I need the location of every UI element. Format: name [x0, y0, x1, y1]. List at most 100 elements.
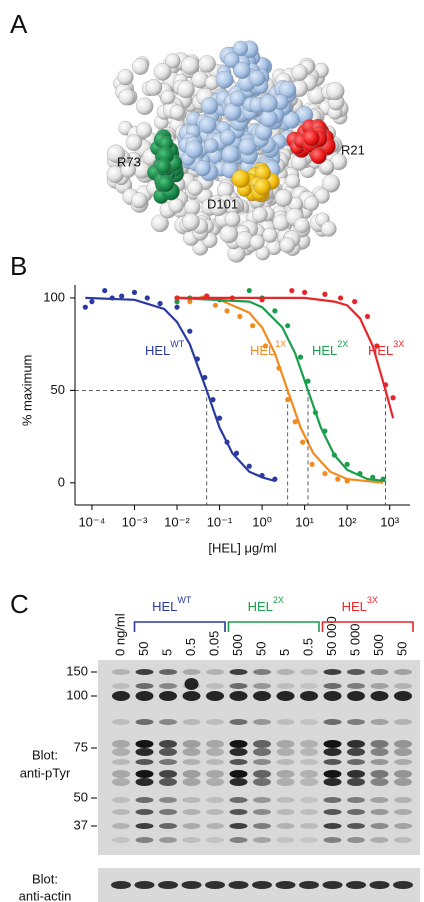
atom [182, 213, 200, 231]
blot-band [229, 809, 248, 815]
blot-band [300, 809, 318, 815]
blot-band [253, 809, 271, 815]
x-tick-label: 10³ [380, 514, 399, 529]
lane-label: 500 [230, 634, 245, 656]
data-point [309, 461, 315, 467]
atom [310, 147, 327, 165]
atom [274, 189, 293, 207]
residue-label: R21 [341, 142, 365, 157]
blot-band [135, 778, 154, 786]
blot-band [135, 759, 154, 765]
data-point [224, 439, 230, 445]
atom [198, 116, 217, 134]
blot-band [276, 669, 295, 675]
atom [180, 56, 200, 75]
blot-band [159, 719, 177, 725]
atom [279, 237, 296, 253]
atom [326, 81, 345, 101]
panel-label: B [10, 251, 27, 281]
lane-label: 0 ng/ml [112, 613, 127, 656]
data-point [335, 476, 341, 482]
blot-band [206, 823, 224, 829]
blot-band [300, 740, 318, 748]
atom [249, 234, 265, 250]
data-point [210, 397, 216, 403]
data-point [300, 439, 306, 445]
blot-band [323, 683, 342, 689]
blot-band [300, 683, 318, 689]
atom [165, 53, 181, 69]
blot-band [229, 691, 248, 701]
blot-band [159, 683, 177, 689]
x-axis-label: [HEL] μg/ml [208, 540, 276, 555]
atom [153, 63, 172, 81]
blot-band [182, 740, 201, 748]
blot-band [323, 740, 342, 748]
series-label: HEL2X [312, 339, 348, 358]
data-point [216, 415, 223, 421]
atom [118, 88, 136, 106]
blot-band [347, 719, 365, 725]
blot-band [112, 748, 130, 756]
x-tick-label: 10⁰ [252, 514, 272, 529]
atom [200, 97, 219, 115]
blot-band [112, 770, 130, 778]
data-point [131, 289, 138, 295]
blot-band [253, 719, 271, 725]
data-point [194, 356, 200, 362]
data-point [305, 378, 311, 384]
blot-band [323, 823, 342, 829]
blot-band [276, 809, 295, 815]
x-tick-label: 10⁻¹ [207, 514, 233, 529]
atom [248, 70, 266, 87]
blot-band [206, 719, 224, 725]
data-point [374, 343, 380, 349]
data-point [250, 323, 256, 329]
blot-label: Blot: [32, 871, 58, 886]
blot-band [323, 797, 342, 803]
blot-band [276, 719, 295, 725]
blot-band [253, 759, 271, 765]
residue-label: R73 [117, 154, 141, 169]
atom [209, 198, 228, 217]
blot-band [347, 669, 365, 675]
atom [259, 94, 278, 113]
data-point [204, 293, 210, 299]
atom [229, 90, 246, 107]
atom [125, 134, 143, 151]
blot-band [394, 809, 412, 815]
blot-band [370, 691, 389, 701]
blot-band [370, 797, 389, 803]
blot-band [206, 669, 224, 675]
blot-band [394, 748, 412, 756]
blot-band [159, 837, 177, 843]
blot-band [300, 719, 318, 725]
group-bracket [227, 621, 320, 632]
atom [187, 180, 203, 196]
data-point [187, 299, 193, 305]
actin-band [252, 881, 272, 889]
actin-band [346, 881, 366, 889]
atom [136, 97, 154, 115]
data-point [262, 343, 269, 349]
group-superscript: 3X [367, 595, 378, 605]
x-tick-label: 10⁻⁴ [78, 514, 105, 529]
blot-band [159, 669, 177, 675]
data-point [109, 295, 115, 301]
blot-band [394, 719, 412, 725]
blot-band [112, 809, 130, 815]
blot-band [135, 837, 154, 843]
data-point [119, 293, 125, 299]
blot-band [300, 669, 318, 675]
mw-marker: 100 [66, 687, 88, 702]
lane-label: 50 [394, 642, 409, 656]
atom [184, 199, 201, 216]
blot-band [370, 719, 389, 725]
atom [117, 69, 134, 86]
lane-label: 0.5 [183, 638, 198, 656]
blot-band [135, 691, 154, 701]
atom [282, 111, 300, 129]
data-point [174, 304, 180, 310]
atom [131, 58, 149, 75]
atom [320, 221, 337, 237]
